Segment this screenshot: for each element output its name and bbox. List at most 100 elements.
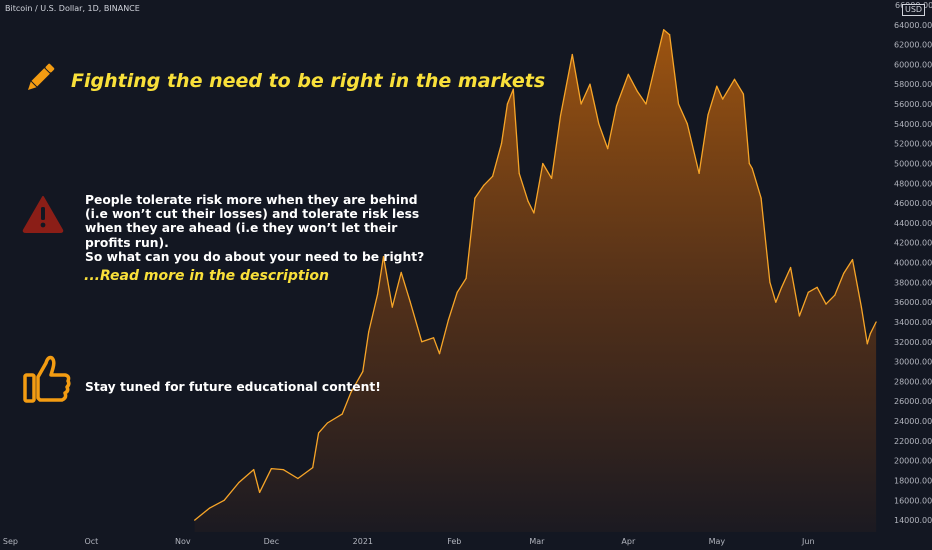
data-point <box>769 281 771 283</box>
currency-badge[interactable]: USD <box>902 4 926 16</box>
data-point <box>368 331 370 333</box>
data-point <box>789 266 792 269</box>
data-point <box>297 477 299 480</box>
body-line: So what can you do about your need to be… <box>85 249 425 264</box>
data-point <box>636 90 638 92</box>
data-point <box>669 34 671 36</box>
data-point <box>834 294 836 296</box>
data-point <box>533 212 535 214</box>
data-point <box>866 343 868 345</box>
data-point <box>483 184 485 186</box>
data-point <box>326 422 329 424</box>
read-more-text: ...Read more in the description <box>84 268 329 284</box>
data-point <box>258 491 261 493</box>
data-point <box>421 341 423 343</box>
data-point <box>860 306 862 308</box>
y-tick-label: 36000.00 <box>894 298 932 307</box>
x-tick-label: Dec <box>264 537 279 546</box>
data-point <box>474 197 476 199</box>
y-tick-label: 34000.00 <box>894 318 932 327</box>
data-point <box>382 255 385 258</box>
x-tick-label: Jun <box>801 537 815 546</box>
data-point <box>677 103 680 105</box>
data-point <box>589 83 591 85</box>
data-point <box>542 162 544 165</box>
y-tick-label: 58000.00 <box>894 80 932 89</box>
data-point <box>194 519 196 521</box>
price-area-fill <box>194 29 877 532</box>
y-tick-label: 62000.00 <box>894 41 932 50</box>
data-points <box>194 29 877 521</box>
data-point <box>551 177 553 179</box>
data-point <box>607 148 609 150</box>
data-point <box>816 286 818 288</box>
x-tick-label: Oct <box>84 537 98 546</box>
data-point <box>707 114 709 116</box>
y-tick-label: 16000.00 <box>894 496 932 505</box>
y-tick-label: 64000.00 <box>894 21 932 30</box>
y-tick-label: 30000.00 <box>894 358 932 367</box>
data-point <box>580 103 582 105</box>
data-point <box>851 258 854 261</box>
data-point <box>238 481 240 484</box>
data-point <box>733 78 736 80</box>
x-tick-label: Nov <box>175 537 191 546</box>
y-tick-label: 32000.00 <box>894 338 932 347</box>
y-tick-label: 56000.00 <box>894 100 932 109</box>
body-text: People tolerate risk more when they are … <box>85 193 425 264</box>
body-line: profits run). <box>85 235 169 250</box>
data-point <box>760 197 762 199</box>
body-line: People tolerate risk more when they are … <box>85 193 418 207</box>
y-tick-label: 14000.00 <box>894 516 932 525</box>
symbol-title[interactable]: Bitcoin / U.S. Dollar, 1D, BINANCE <box>5 4 140 13</box>
data-point <box>825 303 827 305</box>
data-point <box>571 53 573 56</box>
data-point <box>350 391 352 393</box>
y-tick-label: 52000.00 <box>894 140 932 149</box>
data-point <box>728 88 730 90</box>
data-point <box>751 167 753 170</box>
data-point <box>559 115 562 117</box>
data-point <box>409 300 411 302</box>
y-tick-label: 40000.00 <box>894 259 932 268</box>
data-point <box>781 286 783 288</box>
data-point <box>698 172 700 174</box>
data-point <box>456 291 458 293</box>
data-point <box>400 271 402 274</box>
data-point <box>391 306 393 308</box>
data-point <box>208 507 211 509</box>
data-point <box>775 301 777 303</box>
data-point <box>627 73 629 75</box>
data-point <box>722 98 724 100</box>
data-point <box>875 321 877 323</box>
data-point <box>506 103 508 105</box>
pencil-icon <box>27 63 55 91</box>
data-point <box>465 277 467 279</box>
data-point <box>492 175 494 177</box>
y-tick-label: 38000.00 <box>894 278 932 287</box>
body-line: when they are ahead (i.e they won’t let … <box>85 221 398 236</box>
y-axis: 14000.00 16000.00 18000.00 20000.00 22000.00… <box>894 21 932 525</box>
data-point <box>527 200 529 202</box>
data-point <box>598 123 600 125</box>
x-tick-label: May <box>709 537 726 546</box>
x-tick-label: 2021 <box>353 537 373 546</box>
body-line: (i.e won’t cut their losses) and tolerat… <box>85 207 420 222</box>
data-point <box>270 467 272 470</box>
data-point <box>433 337 435 339</box>
data-point <box>500 143 503 145</box>
price-line <box>194 29 877 521</box>
data-point <box>748 162 750 165</box>
y-tick-label: 42000.00 <box>894 239 932 248</box>
data-point <box>282 468 284 471</box>
y-tick-label: 20000.00 <box>894 457 932 466</box>
data-point <box>317 432 320 434</box>
stay-tuned-text: Stay tuned for future educational conten… <box>85 380 381 394</box>
data-point <box>518 172 520 174</box>
x-tick-label: Feb <box>447 537 461 546</box>
data-point <box>447 319 449 321</box>
y-tick-label: 28000.00 <box>894 377 932 386</box>
data-point <box>223 499 225 501</box>
data-point <box>843 272 845 275</box>
